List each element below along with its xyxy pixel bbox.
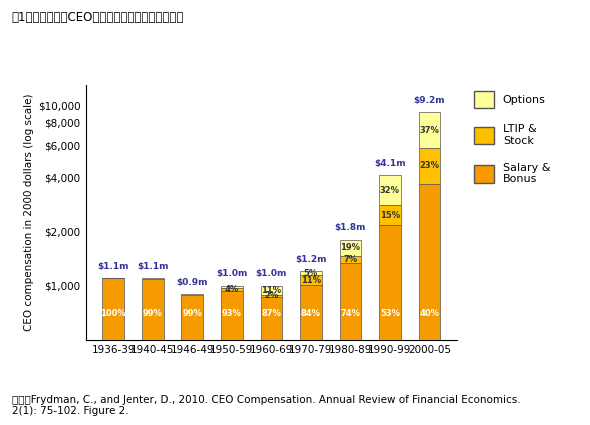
Bar <box>261 295 282 297</box>
Text: $9.2m: $9.2m <box>414 96 445 105</box>
Bar <box>261 286 282 295</box>
Text: $1.0m: $1.0m <box>255 269 287 278</box>
Bar <box>300 272 322 275</box>
Text: 出典：Frydman, C., and Jenter, D., 2010. CEO Compensation. Annual Review of Financi: 出典：Frydman, C., and Jenter, D., 2010. CE… <box>12 395 520 416</box>
Bar <box>379 175 401 205</box>
Text: 99%: 99% <box>143 309 163 318</box>
Bar <box>300 275 322 285</box>
Text: $1.0m: $1.0m <box>216 269 248 278</box>
Text: $1.1m: $1.1m <box>97 262 129 271</box>
Bar <box>340 263 361 425</box>
Text: 5%: 5% <box>304 269 318 278</box>
Bar <box>340 240 361 256</box>
Bar <box>379 205 401 225</box>
Text: 93%: 93% <box>222 309 242 318</box>
Bar <box>142 278 163 279</box>
Text: 40%: 40% <box>419 309 440 318</box>
Text: 7%: 7% <box>343 255 358 264</box>
Bar <box>103 278 124 425</box>
Text: $1.8m: $1.8m <box>335 223 366 232</box>
Bar <box>419 148 440 184</box>
Text: 11%: 11% <box>301 276 321 285</box>
Text: 99%: 99% <box>182 309 202 318</box>
Text: 84%: 84% <box>301 309 321 318</box>
Text: 53%: 53% <box>380 309 400 318</box>
Bar <box>142 279 163 425</box>
Text: 32%: 32% <box>380 186 400 195</box>
Bar <box>182 295 203 425</box>
Legend: Options, LTIP &
Stock, Salary &
Bonus: Options, LTIP & Stock, Salary & Bonus <box>474 91 550 184</box>
Text: 図1：米国企業のCEOの報酬（物価調整後）の変化: 図1：米国企業のCEOの報酬（物価調整後）の変化 <box>12 11 184 24</box>
Text: 4%: 4% <box>225 285 239 294</box>
Bar <box>419 184 440 425</box>
Text: 87%: 87% <box>261 309 281 318</box>
Text: 2%: 2% <box>264 291 278 300</box>
Bar <box>419 112 440 148</box>
Bar <box>379 225 401 425</box>
Text: $1.1m: $1.1m <box>137 262 169 271</box>
Bar <box>340 256 361 263</box>
Text: $0.9m: $0.9m <box>176 278 208 286</box>
Bar <box>300 285 322 425</box>
Text: 23%: 23% <box>419 162 440 170</box>
Text: $1.2m: $1.2m <box>295 255 327 264</box>
Y-axis label: CEO compensation in 2000 dollars (log scale): CEO compensation in 2000 dollars (log sc… <box>24 94 34 331</box>
Bar <box>221 288 242 292</box>
Bar <box>221 292 242 425</box>
Text: 100%: 100% <box>100 309 126 318</box>
Text: 15%: 15% <box>380 211 400 220</box>
Text: 11%: 11% <box>261 286 281 295</box>
Bar <box>221 286 242 288</box>
Text: 74%: 74% <box>340 309 360 318</box>
Bar <box>261 297 282 425</box>
Text: 19%: 19% <box>340 244 360 252</box>
Text: 37%: 37% <box>419 126 440 135</box>
Text: $4.1m: $4.1m <box>374 159 406 168</box>
Bar <box>182 294 203 295</box>
